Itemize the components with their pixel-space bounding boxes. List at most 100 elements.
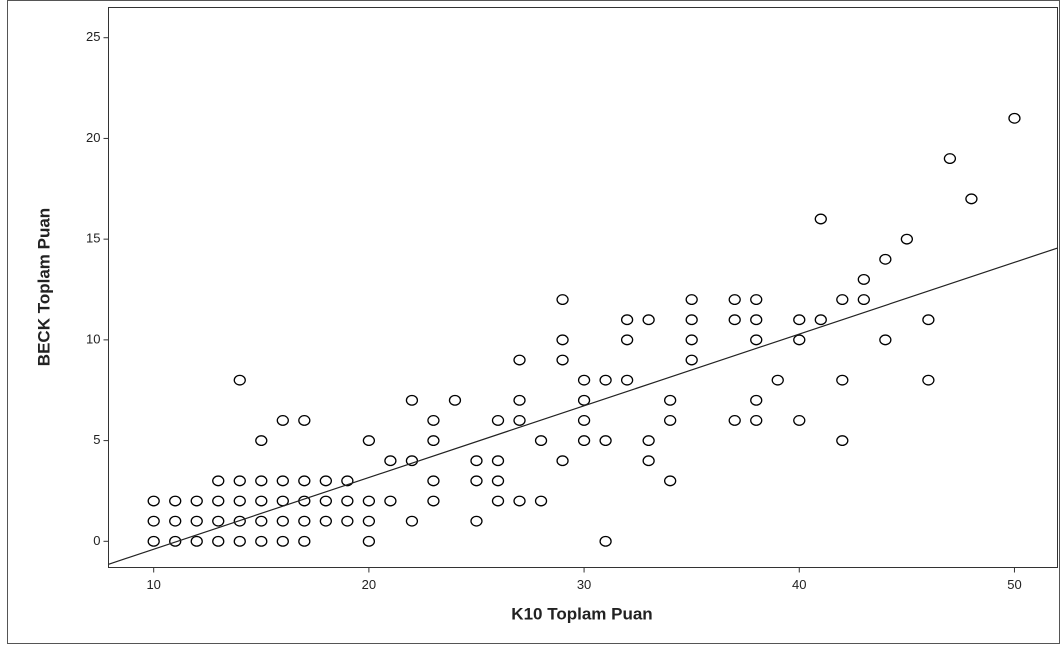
point: [319, 495, 332, 507]
plot-area: [108, 7, 1058, 568]
point: [793, 334, 806, 346]
y-tick-label: 5: [93, 432, 100, 447]
point: [685, 294, 698, 306]
point: [233, 515, 246, 527]
point: [276, 535, 289, 547]
point: [556, 354, 569, 366]
point: [814, 213, 827, 225]
point: [470, 455, 483, 467]
point: [427, 495, 440, 507]
point: [965, 193, 978, 205]
y-tick-label: 15: [86, 231, 100, 246]
y-tick-label: 20: [86, 130, 100, 145]
point: [534, 495, 548, 507]
point: [212, 515, 225, 527]
point: [298, 515, 311, 527]
point: [298, 535, 311, 547]
point: [427, 435, 440, 447]
y-tick-label: 10: [86, 331, 100, 346]
point: [534, 435, 548, 447]
point: [319, 515, 332, 527]
fit-line: [108, 247, 1058, 565]
point: [577, 435, 591, 447]
point: [362, 495, 376, 507]
x-tick-label: 40: [792, 577, 806, 592]
point: [922, 374, 935, 386]
point: [879, 334, 892, 346]
point: [298, 475, 311, 487]
point: [276, 475, 289, 487]
point: [685, 334, 698, 346]
point: [879, 253, 892, 265]
point: [664, 414, 677, 426]
point: [836, 435, 849, 447]
point: [556, 455, 569, 467]
point: [405, 394, 419, 406]
point: [620, 314, 634, 326]
point: [190, 495, 203, 507]
point: [362, 535, 376, 547]
point: [900, 233, 914, 245]
point: [169, 495, 182, 507]
x-tick-label: 20: [362, 577, 376, 592]
point: [836, 374, 849, 386]
point: [255, 515, 268, 527]
point: [750, 314, 763, 326]
y-tick-label: 25: [86, 29, 100, 44]
point: [814, 314, 827, 326]
point: [491, 475, 505, 487]
point: [556, 334, 569, 346]
point: [664, 475, 677, 487]
point: [427, 414, 440, 426]
point: [233, 535, 246, 547]
point: [642, 314, 655, 326]
point: [405, 515, 419, 527]
point: [362, 435, 376, 447]
point: [341, 495, 354, 507]
point: [513, 495, 526, 507]
point: [255, 435, 268, 447]
point: [599, 435, 612, 447]
point: [491, 495, 505, 507]
point: [857, 273, 870, 285]
point: [233, 475, 246, 487]
point: [728, 414, 741, 426]
point: [427, 475, 440, 487]
point: [470, 475, 483, 487]
point: [255, 535, 268, 547]
point: [341, 475, 354, 487]
point: [513, 354, 526, 366]
point: [793, 414, 806, 426]
point: [384, 495, 397, 507]
point: [664, 394, 677, 406]
point: [255, 495, 268, 507]
point: [233, 495, 246, 507]
point: [341, 515, 354, 527]
point: [728, 314, 741, 326]
point: [169, 515, 182, 527]
point: [857, 294, 870, 306]
point: [922, 314, 935, 326]
point: [147, 515, 160, 527]
point: [642, 435, 655, 447]
point: [212, 495, 225, 507]
point: [319, 475, 332, 487]
frame: [7, 0, 1060, 644]
point: [147, 495, 160, 507]
point: [276, 414, 289, 426]
point: [750, 334, 763, 346]
point: [491, 455, 505, 467]
point: [599, 374, 612, 386]
point: [233, 374, 246, 386]
point: [491, 414, 505, 426]
point: [1008, 112, 1021, 124]
point: [470, 515, 483, 527]
point: [620, 334, 634, 346]
point: [771, 374, 784, 386]
x-tick-label: 10: [146, 577, 160, 592]
x-tick-label: 50: [1007, 577, 1021, 592]
point: [750, 394, 763, 406]
point: [276, 515, 289, 527]
point: [255, 475, 268, 487]
